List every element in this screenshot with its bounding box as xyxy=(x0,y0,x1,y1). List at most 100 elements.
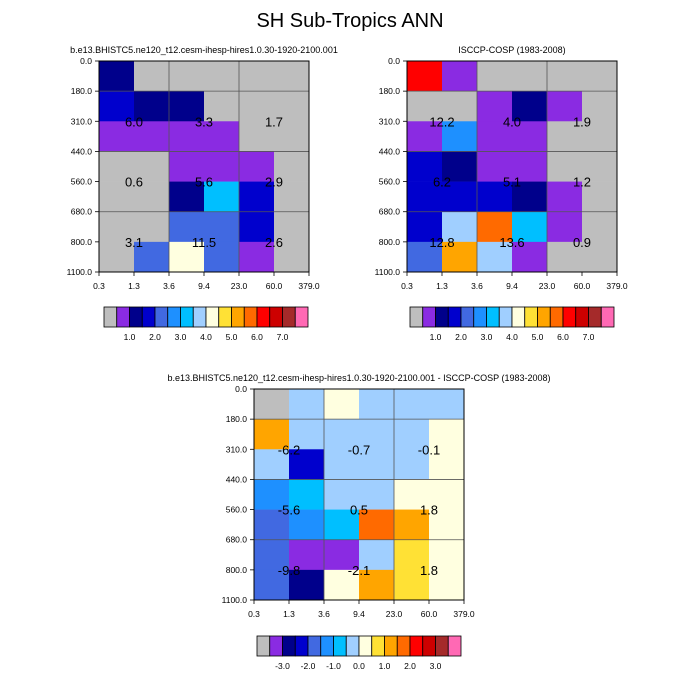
colorbar-box xyxy=(384,635,398,657)
group-value-label: 13.6 xyxy=(499,235,524,250)
x-tick-label: 60.0 xyxy=(266,281,283,291)
heatmap-cell xyxy=(239,241,275,273)
heatmap-cell xyxy=(582,151,618,182)
heatmap-cell xyxy=(254,569,290,601)
colorbar-label: -1.0 xyxy=(326,661,341,671)
colorbar-box xyxy=(307,635,322,657)
colorbar-box xyxy=(231,306,245,328)
colorbar-box xyxy=(435,635,449,657)
colorbar-box xyxy=(141,306,156,328)
heatmap-cell xyxy=(134,61,170,92)
heatmap-cell xyxy=(254,509,290,541)
heatmap-cell xyxy=(239,151,275,182)
heatmap-cell xyxy=(289,419,325,450)
group-value-label: 1.9 xyxy=(573,114,591,129)
heatmap-cell xyxy=(204,121,240,152)
heatmap-cell xyxy=(289,449,325,480)
colorbar-box xyxy=(129,306,143,328)
heatmap-cell xyxy=(239,181,275,213)
heatmap-cell xyxy=(394,479,430,510)
colorbar-box xyxy=(600,306,615,328)
colorbar-box xyxy=(294,306,309,328)
colorbar-box xyxy=(103,306,118,328)
heatmap-cell xyxy=(407,211,443,243)
heatmap-cell xyxy=(274,61,310,92)
heatmap-cell xyxy=(429,569,465,601)
group-value-label: 12.2 xyxy=(429,114,454,129)
heatmap-cell xyxy=(274,241,310,273)
figure-title: SH Sub-Tropics ANN xyxy=(256,10,444,32)
heatmap-cell xyxy=(512,181,548,213)
y-tick-label: 560.0 xyxy=(71,177,93,187)
y-tick-label: 1100.0 xyxy=(67,267,93,277)
heatmap-cell xyxy=(254,449,290,480)
colorbar-box xyxy=(192,306,207,328)
x-tick-label: 1.3 xyxy=(283,609,295,619)
heatmap-cell xyxy=(407,151,443,182)
group-value-label: 3.3 xyxy=(195,114,213,129)
colorbar-box xyxy=(218,306,232,328)
group-value-label: 0.6 xyxy=(125,175,143,190)
y-tick-label: 800.0 xyxy=(226,565,248,575)
heatmap-cell xyxy=(407,91,443,122)
x-tick-label: 0.3 xyxy=(401,281,413,291)
heatmap-cell xyxy=(359,509,395,541)
x-tick-label: 379.0 xyxy=(453,609,475,619)
heatmap-cell xyxy=(407,181,443,213)
y-tick-label: 800.0 xyxy=(71,237,93,247)
colorbar-box xyxy=(269,306,283,328)
heatmap-cell xyxy=(204,211,240,243)
heatmap-cell xyxy=(394,509,430,541)
colorbar-box xyxy=(167,306,181,328)
group-value-label: 1.8 xyxy=(420,503,438,518)
y-tick-label: 180.0 xyxy=(226,414,248,424)
heatmap-cell xyxy=(99,121,135,152)
heatmap-cell xyxy=(99,241,135,273)
colorbar-label: 0.0 xyxy=(353,661,365,671)
heatmap-cell xyxy=(442,211,478,243)
heatmap-cell xyxy=(582,211,618,243)
y-tick-label: 0.0 xyxy=(235,384,247,394)
colorbar-box xyxy=(345,635,360,657)
y-tick-label: 680.0 xyxy=(379,207,401,217)
x-tick-label: 1.3 xyxy=(128,281,140,291)
heatmap-cell xyxy=(442,121,478,152)
heatmap-cell xyxy=(169,151,205,182)
heatmap-cell xyxy=(477,91,513,122)
heatmap-cell xyxy=(324,509,360,541)
x-tick-label: 60.0 xyxy=(574,281,591,291)
colorbar-box xyxy=(256,306,271,328)
colorbar-label: 7.0 xyxy=(277,332,289,342)
heatmap-cell xyxy=(324,389,360,420)
heatmap-cell xyxy=(289,479,325,510)
y-tick-label: 800.0 xyxy=(379,237,401,247)
y-tick-label: 680.0 xyxy=(71,207,93,217)
heatmap-cell xyxy=(239,121,275,152)
heatmap-cell xyxy=(429,479,465,510)
group-value-label: 2.9 xyxy=(265,175,283,190)
y-tick-label: 560.0 xyxy=(379,177,401,187)
y-tick-label: 680.0 xyxy=(226,535,248,545)
heatmap-cell xyxy=(477,121,513,152)
x-tick-label: 9.4 xyxy=(506,281,518,291)
y-tick-label: 310.0 xyxy=(71,116,93,126)
heatmap-cell xyxy=(169,211,205,243)
colorbar-box xyxy=(358,635,373,657)
colorbar-box xyxy=(511,306,526,328)
y-tick-label: 180.0 xyxy=(71,86,93,96)
heatmap-cell xyxy=(429,389,465,420)
panel-title-model: b.e13.BHISTC5.ne120_t12.cesm-ihesp-hires… xyxy=(70,45,338,55)
heatmap-cell xyxy=(442,151,478,182)
heatmap-cell xyxy=(442,61,478,92)
colorbar-box xyxy=(205,306,220,328)
group-value-label: -0.7 xyxy=(348,442,370,457)
colorbar-box xyxy=(371,635,385,657)
y-tick-label: 1100.0 xyxy=(375,267,401,277)
heatmap-cell xyxy=(429,509,465,541)
colorbar-box xyxy=(422,306,436,328)
heatmap-cell xyxy=(477,151,513,182)
group-value-label: -5.6 xyxy=(278,503,300,518)
colorbar-box xyxy=(422,635,436,657)
heatmap-cell xyxy=(289,389,325,420)
